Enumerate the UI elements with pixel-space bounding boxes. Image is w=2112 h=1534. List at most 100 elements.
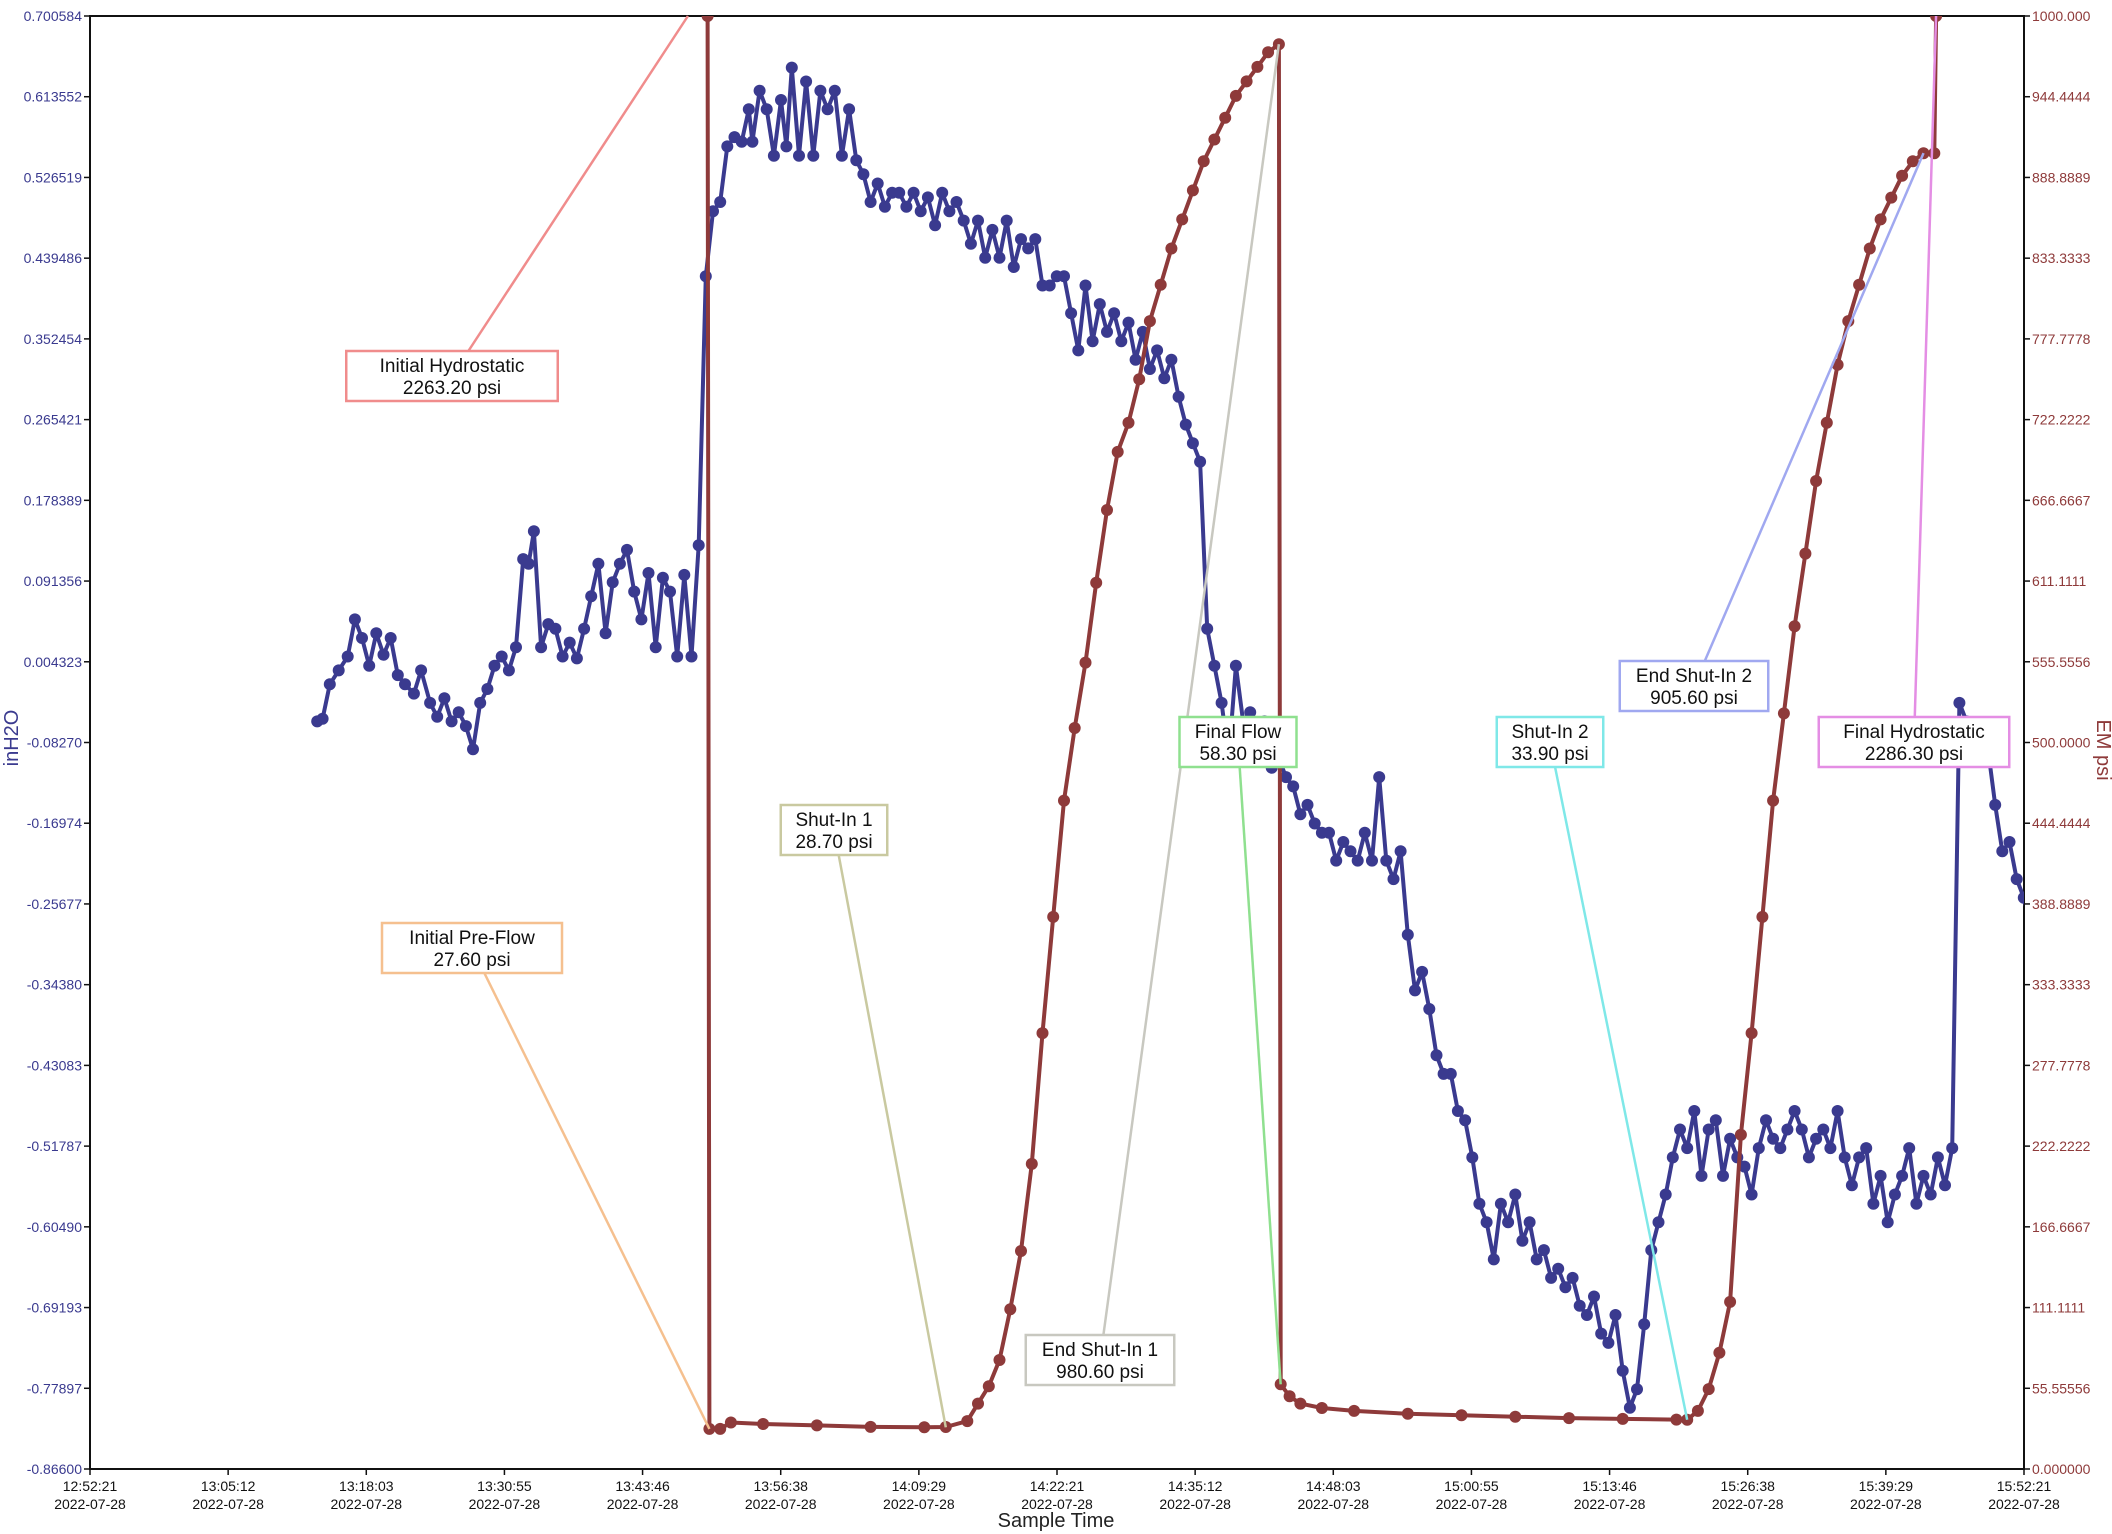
data-point: [1401, 928, 1414, 941]
data-point: [1523, 1216, 1536, 1229]
data-point: [692, 539, 705, 552]
x-tick-label: 15:52:21: [1997, 1478, 2052, 1494]
annotation-label: Shut-In 1: [795, 810, 872, 831]
y-right-tick-label: 555.5556: [2032, 654, 2091, 670]
data-point: [780, 140, 793, 153]
data-point: [1165, 353, 1178, 366]
data-point: [1072, 344, 1085, 357]
data-point: [1165, 242, 1178, 255]
data-point: [2090, 1077, 2102, 1089]
data-point: [1358, 826, 1371, 839]
annotation-label: Initial Hydrostatic: [380, 356, 525, 377]
annotation-box: [1024, 1333, 1176, 1387]
y-left-tick-label: 0.091356: [24, 573, 83, 589]
data-point: [1767, 794, 1780, 807]
annotation-value: 2286.30 psi: [1865, 744, 1963, 765]
data-point: [510, 641, 522, 654]
y-right-tick-label: 722.2222: [2032, 412, 2091, 428]
data-point: [871, 177, 884, 190]
data-point: [721, 140, 734, 153]
annotation-label: Final Flow: [1195, 722, 1282, 743]
data-point: [1133, 373, 1146, 386]
data-point: [1874, 213, 1887, 226]
data-point: [1108, 307, 1121, 320]
data-point: [1036, 1027, 1049, 1040]
data-point: [1777, 707, 1790, 720]
y-right-tick-label: 1000.000: [2032, 8, 2091, 24]
data-point: [1251, 60, 1264, 73]
y-left-tick-label: -0.16974: [27, 815, 82, 831]
data-point: [1058, 270, 1070, 283]
data-point: [1853, 1151, 1866, 1164]
annotation-leader: [832, 829, 948, 1428]
data-point: [1151, 344, 1164, 357]
data-point: [1004, 1303, 1017, 1316]
x-tick-label: 14:09:29: [892, 1478, 947, 1494]
data-point: [1086, 335, 1099, 348]
annotation-box: [779, 803, 889, 857]
data-point: [1552, 1262, 1565, 1275]
x-tick-date: 2022-07-28: [1021, 1496, 1093, 1512]
data-point: [1143, 315, 1156, 328]
annotation-value: 905.60 psi: [1650, 688, 1738, 709]
data-point: [1172, 390, 1185, 403]
data-point: [1681, 1142, 1694, 1155]
y-left-tick-label: 0.352454: [24, 331, 83, 347]
data-point: [724, 1416, 737, 1429]
y-left-tick-label: -0.08270: [27, 735, 82, 751]
x-tick-date: 2022-07-28: [192, 1496, 264, 1512]
data-point: [1337, 836, 1350, 848]
data-point: [2039, 1031, 2051, 1043]
data-point: [1545, 1271, 1558, 1284]
data-point: [1348, 1404, 1361, 1417]
data-point: [1215, 696, 1228, 709]
data-point: [1029, 233, 1042, 246]
data-point: [1122, 416, 1135, 429]
x-tick-label: 14:35:12: [1168, 1478, 1223, 1494]
y-left-tick-label: 0.004323: [24, 654, 83, 670]
data-point: [1186, 184, 1199, 197]
y-left-tick-label: -0.34380: [27, 977, 82, 993]
data-point: [1659, 1188, 1672, 1201]
annotation-label: Initial Pre-Flow: [409, 928, 535, 949]
data-point: [1670, 1413, 1683, 1426]
data-point: [1262, 46, 1275, 59]
data-point: [1928, 147, 1941, 160]
y-right-tick-label: 833.3333: [2032, 250, 2091, 266]
annotation-value: 58.30 psi: [1199, 744, 1276, 765]
data-point: [1788, 1105, 1801, 1117]
data-point: [570, 652, 583, 665]
data-point: [1885, 191, 1898, 204]
data-point: [943, 205, 956, 218]
data-point: [1351, 854, 1364, 867]
data-point: [864, 1420, 877, 1433]
data-point: [800, 75, 813, 88]
data-point: [1068, 722, 1081, 734]
data-point: [1881, 1216, 1894, 1229]
data-point: [1079, 656, 1092, 669]
data-point: [1007, 261, 1020, 273]
x-tick-date: 2022-07-28: [607, 1496, 679, 1512]
data-point: [678, 568, 691, 581]
data-point: [1022, 242, 1035, 255]
data-point: [1638, 1318, 1651, 1331]
data-point: [1674, 1123, 1686, 1136]
data-point: [1308, 817, 1321, 830]
data-point: [757, 1418, 770, 1430]
data-point: [1824, 1142, 1837, 1155]
x-tick-label: 14:48:03: [1306, 1478, 1361, 1494]
x-tick-label: 13:18:03: [339, 1478, 394, 1494]
data-point: [1122, 316, 1135, 329]
data-point: [1444, 1067, 1457, 1080]
data-point: [467, 743, 479, 756]
x-tick-date: 2022-07-28: [1850, 1496, 1922, 1512]
data-point: [1079, 279, 1092, 292]
data-point: [1509, 1410, 1522, 1423]
data-point: [1194, 455, 1207, 468]
annotation-box: [380, 921, 564, 975]
data-point: [323, 678, 336, 691]
x-tick-date: 2022-07-28: [883, 1496, 955, 1512]
data-point: [900, 200, 913, 213]
